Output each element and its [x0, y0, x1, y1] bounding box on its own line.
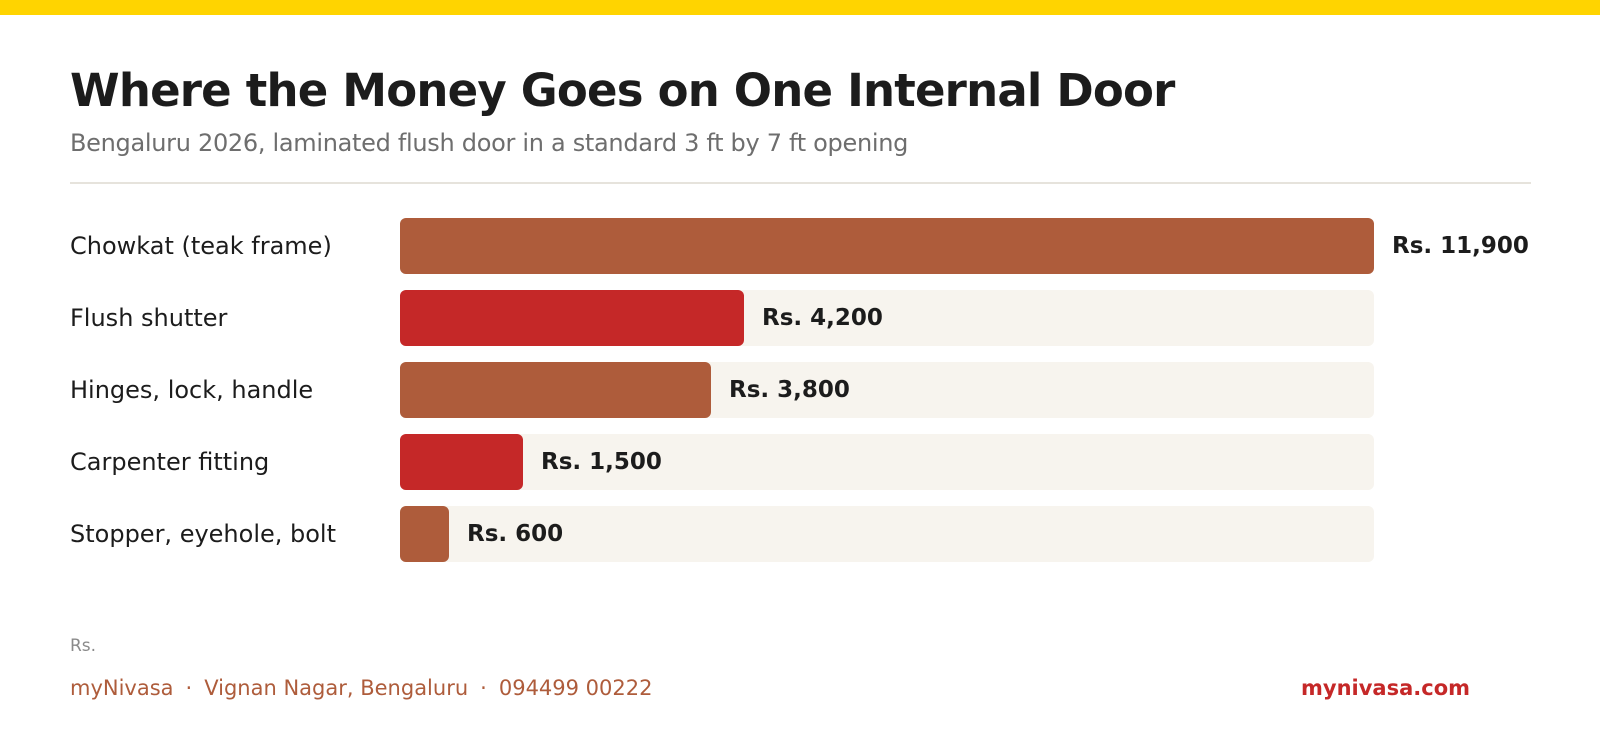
- category-label: Chowkat (teak frame): [70, 232, 332, 260]
- bar: [400, 290, 744, 346]
- value-label: Rs. 4,200: [762, 305, 883, 331]
- footer-brand: myNivasa: [70, 676, 174, 700]
- footer-website-link[interactable]: mynivasa.com: [1301, 676, 1470, 700]
- header-divider: [70, 182, 1531, 184]
- category-label: Carpenter fitting: [70, 448, 270, 476]
- bar-row: Hinges, lock, handle Rs. 3,800: [0, 362, 1600, 418]
- bar-track: [400, 506, 1374, 562]
- value-label: Rs. 1,500: [541, 449, 662, 475]
- chart-subtitle: Bengaluru 2026, laminated flush door in …: [70, 129, 909, 157]
- category-label: Stopper, eyehole, bolt: [70, 520, 337, 548]
- bar-row: Carpenter fitting Rs. 1,500: [0, 434, 1600, 490]
- bar-row: Chowkat (teak frame) Rs. 11,900: [0, 218, 1600, 274]
- chart-title: Where the Money Goes on One Internal Doo…: [70, 64, 1175, 117]
- value-label: Rs. 3,800: [729, 377, 850, 403]
- footer-separator: ·: [480, 676, 487, 700]
- bar: [400, 362, 711, 418]
- footer-separator: ·: [185, 676, 193, 700]
- bar-chart: Chowkat (teak frame) Rs. 11,900 Flush shut…: [0, 218, 1600, 562]
- bar-track: [400, 434, 1374, 490]
- bar-row: Flush shutter Rs. 4,200: [0, 290, 1600, 346]
- bar: [400, 506, 449, 562]
- bar: [400, 218, 1374, 274]
- footer-phone[interactable]: 094499 00222: [498, 676, 653, 700]
- top-accent-bar: [0, 0, 1600, 15]
- value-label: Rs. 11,900: [1392, 233, 1529, 259]
- footer-location: Vignan Nagar, Bengaluru: [204, 676, 469, 700]
- bar-row: Stopper, eyehole, bolt Rs. 600: [0, 506, 1600, 562]
- unit-note: Rs.: [70, 636, 97, 656]
- category-label: Hinges, lock, handle: [70, 376, 314, 404]
- category-label: Flush shutter: [70, 304, 228, 332]
- footer-contact: myNivasa · Vignan Nagar, Bengaluru · 094499 …: [70, 676, 653, 700]
- value-label: Rs. 600: [467, 521, 564, 547]
- bar: [400, 434, 523, 490]
